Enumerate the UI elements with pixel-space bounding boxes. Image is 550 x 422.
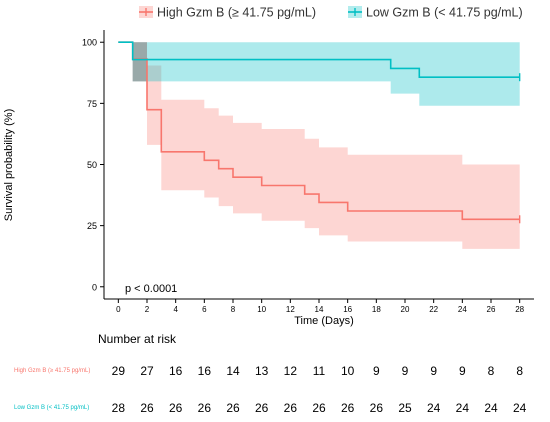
x-tick-label: 14	[315, 305, 324, 314]
survival-curves	[118, 41, 520, 221]
risk-cell-high: 10	[340, 364, 355, 378]
risk-cell-low: 26	[283, 401, 297, 415]
x-tick-label: 24	[458, 305, 467, 314]
legend-key-low	[348, 6, 362, 18]
x-axis-label: Time (Days)	[294, 315, 353, 327]
confidence-band-high	[118, 42, 520, 249]
y-tick-label: 50	[87, 160, 97, 170]
survival-curve-low	[118, 41, 520, 78]
risk-cell-high: 9	[372, 364, 380, 378]
risk-cell-low: 26	[340, 401, 355, 415]
p-value-annotation: p < 0.0001	[125, 283, 177, 295]
x-tick-label: 22	[429, 305, 438, 314]
risk-cell-low: 28	[111, 401, 125, 415]
x-tick-label: 2	[145, 305, 150, 314]
legend-key-high	[139, 6, 153, 18]
confidence-bands	[118, 42, 520, 249]
x-tick-label: 18	[372, 305, 381, 314]
risk-cell-high: 13	[254, 364, 269, 378]
y-axis-ticks: 0 25 50 75 100	[82, 38, 104, 292]
risk-cell-high: 8	[487, 364, 495, 378]
risk-row-label-low: Low Gzm B (< 41.75 pg/mL)	[14, 405, 90, 411]
y-tick-label: 100	[82, 38, 97, 48]
x-tick-label: 26	[487, 305, 496, 314]
confidence-band-low	[118, 42, 520, 106]
x-tick-label: 8	[231, 305, 236, 314]
risk-cell-high: 9	[458, 364, 466, 378]
risk-cell-low: 26	[369, 401, 383, 415]
x-tick-label: 6	[202, 305, 207, 314]
risk-cell-low: 25	[398, 401, 412, 415]
legend: High Gzm B (≥ 41.75 pg/mL) Low Gzm B (< …	[139, 6, 523, 20]
risk-cell-low: 26	[254, 401, 269, 415]
y-tick-label: 75	[87, 99, 97, 109]
risk-cell-low: 24	[455, 401, 469, 415]
risk-cell-low: 24	[426, 401, 441, 415]
legend-label-low: Low Gzm B (< 41.75 pg/mL)	[366, 6, 523, 20]
x-tick-label: 12	[286, 305, 295, 314]
risk-cell-low: 26	[226, 401, 240, 415]
x-tick-label: 10	[257, 305, 266, 314]
risk-cell-low: 26	[312, 401, 326, 415]
risk-cell-high: 29	[111, 364, 125, 378]
legend-label-high: High Gzm B (≥ 41.75 pg/mL)	[157, 6, 316, 20]
x-tick-label: 4	[173, 305, 178, 314]
survival-curve-high	[118, 41, 520, 221]
risk-cell-high: 14	[226, 364, 240, 378]
y-tick-label: 0	[92, 282, 97, 292]
risk-cell-high: 16	[197, 364, 211, 378]
band-overlap-region	[132, 42, 147, 82]
risk-cell-high: 9	[401, 364, 409, 378]
risk-cell-high: 16	[168, 364, 183, 378]
risk-cell-high: 8	[516, 364, 523, 378]
y-axis-label: Survival probability (%)	[3, 109, 15, 221]
risk-cell-low: 24	[484, 401, 498, 415]
x-tick-label: 16	[343, 305, 352, 314]
risk-row-label-high: High Gzm B (≥ 41.75 pg/mL)	[14, 368, 91, 374]
risk-table-title: Number at risk	[98, 332, 177, 346]
risk-cell-low: 26	[168, 401, 183, 415]
risk-cell-high: 12	[283, 364, 297, 378]
x-axis-ticks: 0 2 4 6 8 10 12 14 16 18 20 22 24 26 28	[116, 299, 525, 314]
y-tick-label: 25	[87, 221, 97, 231]
risk-cell-low: 26	[140, 401, 154, 415]
x-tick-label: 0	[116, 305, 121, 314]
risk-cell-low: 24	[512, 401, 527, 415]
risk-table: Number at risk High Gzm B (≥ 41.75 pg/mL…	[0, 328, 550, 422]
risk-cell-high: 9	[430, 364, 437, 378]
risk-cell-low: 26	[197, 401, 211, 415]
risk-cell-high: 11	[312, 364, 326, 378]
x-tick-label: 20	[401, 305, 410, 314]
x-tick-label: 28	[515, 305, 524, 314]
survival-chart: High Gzm B (≥ 41.75 pg/mL) Low Gzm B (< …	[3, 6, 534, 327]
risk-cell-high: 27	[140, 364, 154, 378]
